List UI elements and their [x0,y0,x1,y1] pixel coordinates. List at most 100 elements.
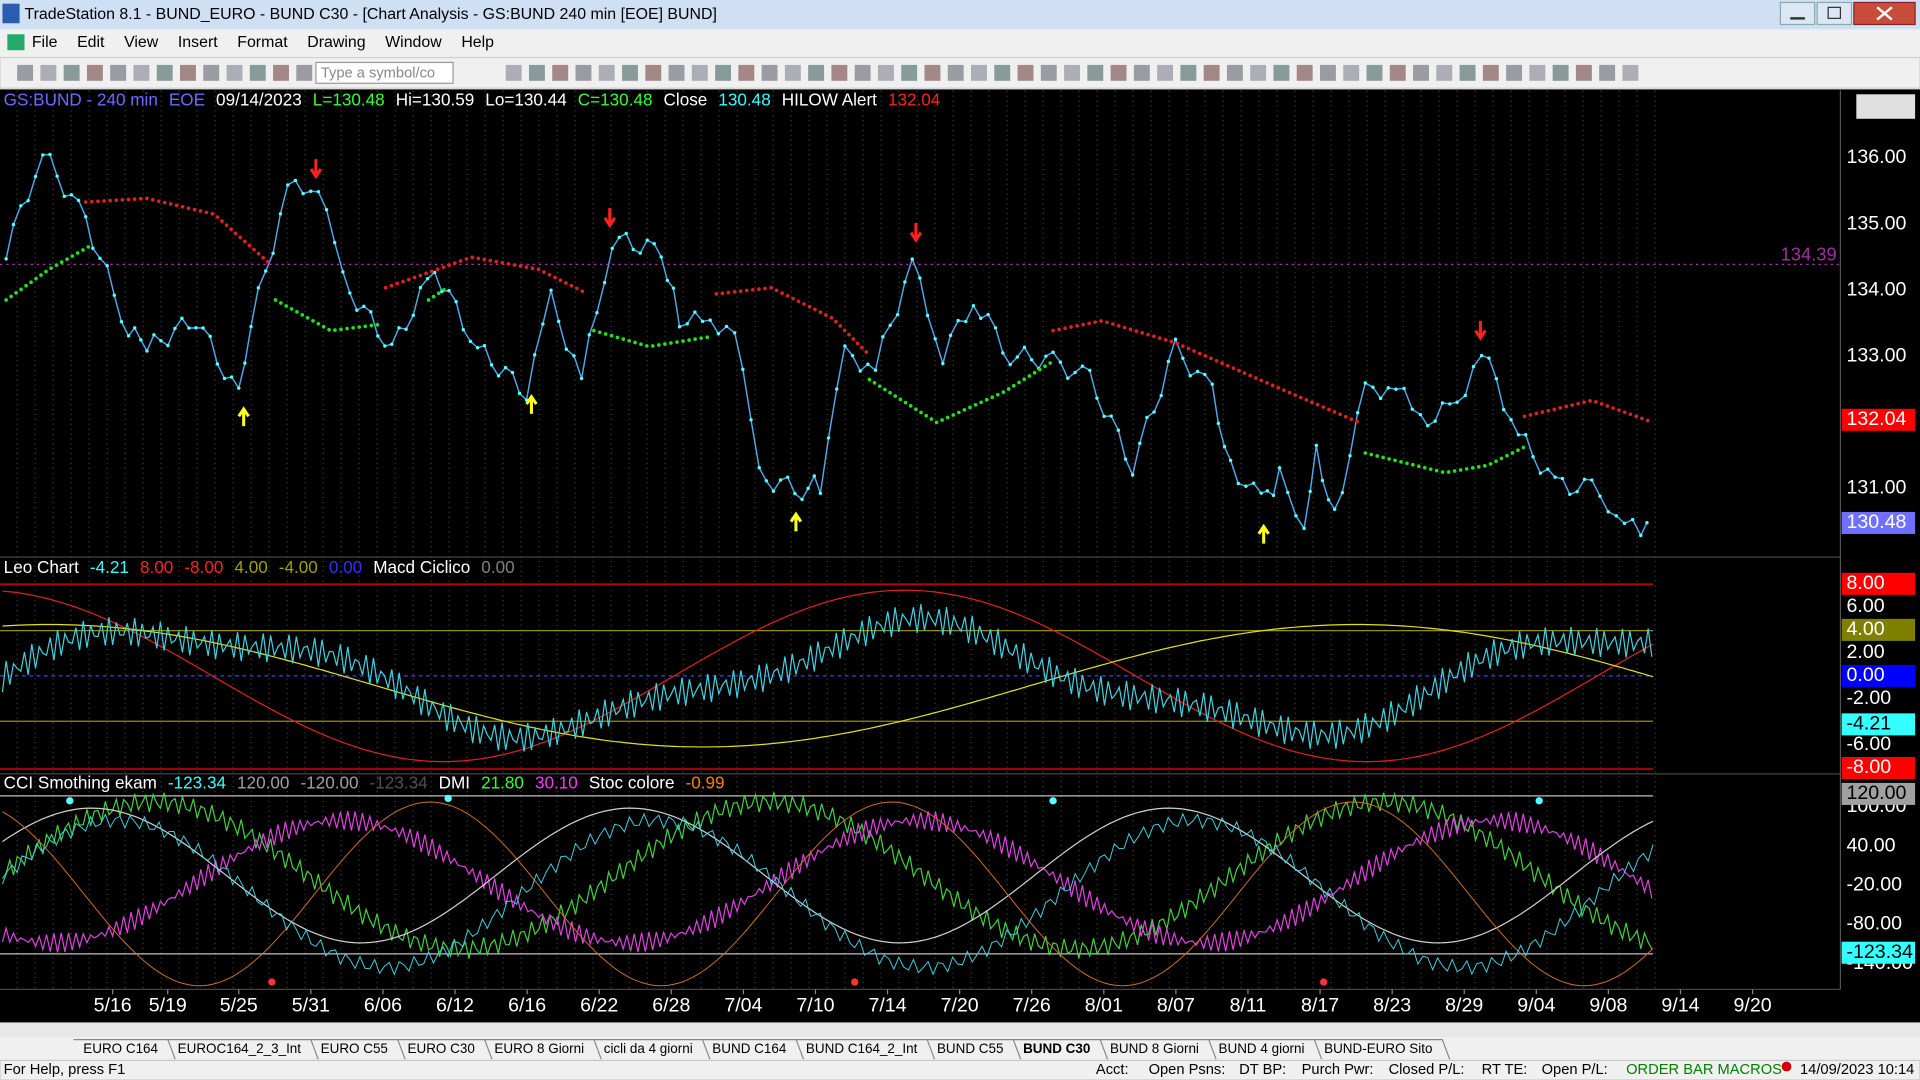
tab[interactable]: BUND 4 giorni [1219,1041,1305,1056]
toolbar-icon[interactable] [715,64,732,81]
toolbar-icon[interactable] [1250,64,1267,81]
menu-item[interactable]: View [124,34,159,51]
tab[interactable]: EURO C164 [83,1041,158,1056]
axis-label: 2.00 [1847,641,1885,663]
toolbar-icon[interactable] [575,64,592,81]
toolbar-icon[interactable] [1413,64,1429,81]
toolbar-icon[interactable] [668,64,685,81]
toolbar-icon[interactable] [1203,64,1220,81]
toolbar-icon[interactable] [784,64,801,81]
toolbar-icon[interactable] [1575,64,1592,81]
menu-item[interactable]: Help [461,34,494,51]
toolbar-icon[interactable] [831,64,848,81]
menu-item[interactable]: Format [237,34,288,51]
toolbar-icon[interactable] [1599,64,1616,81]
toolbar-icon[interactable] [1436,64,1453,81]
toolbar-icon[interactable] [505,64,522,81]
tab[interactable]: cicli da 4 giorni [604,1041,693,1056]
toolbar-icon[interactable] [924,64,941,81]
toolbar-icon[interactable] [947,64,964,81]
toolbar-icon[interactable] [156,64,173,81]
toolbar-icon[interactable] [133,64,150,81]
toolbar-icon[interactable] [296,64,313,81]
toolbar-icon[interactable] [1226,64,1243,81]
toolbar-icon[interactable] [17,64,34,81]
toolbar-icon[interactable] [1366,64,1383,81]
minimize-button[interactable] [1779,1,1816,26]
price-dot [355,308,359,312]
toolbar-icon[interactable] [1017,64,1034,81]
toolbar-icon[interactable] [1087,64,1104,81]
price-dot [1630,517,1635,522]
axis-label: 133.00 [1847,344,1907,366]
toolbar-icon[interactable] [901,64,918,81]
tab[interactable]: EURO C55 [321,1041,388,1056]
toolbar-icon[interactable] [86,64,103,81]
toolbar-icon[interactable] [691,64,708,81]
toolbar-icon[interactable] [1180,64,1197,81]
toolbar-icon[interactable] [622,64,638,81]
toolbar-icon[interactable] [552,64,569,81]
toolbar-icon[interactable] [1506,64,1523,81]
price-dot [468,339,473,344]
toolbar-icon[interactable] [1040,64,1057,81]
tab[interactable]: EUROC164_2_3_Int [178,1041,302,1056]
tab[interactable]: BUND C164 [712,1041,787,1056]
tab[interactable]: BUND 8 Giorni [1110,1041,1199,1056]
toolbar-icon[interactable] [226,64,243,81]
price-dot [475,346,480,350]
menu-item[interactable]: Drawing [307,34,365,51]
price-dot [425,276,430,281]
toolbar-icon[interactable] [1320,64,1336,81]
tab[interactable]: EURO 8 Giorni [494,1041,584,1056]
toolbar-icon[interactable] [40,64,57,81]
toolbar-icon[interactable] [203,64,220,81]
scrollbar[interactable] [0,1022,1920,1038]
toolbar-icon[interactable] [1296,64,1313,81]
toolbar-icon[interactable] [854,64,871,81]
tab[interactable]: BUND C55 [937,1041,1004,1056]
toolbar-icon[interactable] [1622,64,1639,81]
tab[interactable]: BUND-EURO Sito [1324,1041,1432,1056]
toolbar-icon[interactable] [1389,64,1406,81]
toolbar-icon[interactable] [1157,64,1174,81]
toolbar-icon[interactable] [180,64,196,81]
tab[interactable]: EURO C30 [408,1041,475,1056]
tab[interactable]: BUND C30 [1023,1041,1090,1056]
toolbar-icon[interactable] [994,64,1011,81]
tab[interactable]: BUND C164_2_Int [806,1041,918,1056]
price-dot [1222,444,1227,449]
toolbar-icon[interactable] [249,64,266,81]
toolbar-icon[interactable] [1133,64,1150,81]
toolbar-icon[interactable] [1529,64,1546,81]
toolbar-icon[interactable] [528,64,545,81]
toolbar-icon[interactable] [1064,64,1080,81]
tab-outline [796,1038,936,1060]
toolbar-icon[interactable] [1482,64,1499,81]
price-dot [119,319,124,324]
toolbar-icon[interactable] [63,64,80,81]
toolbar-icon[interactable] [645,64,662,81]
toolbar-icon[interactable] [598,64,615,81]
toolbar-icon[interactable] [1343,64,1360,81]
toolbar-icon[interactable] [808,64,825,81]
toolbar-icon[interactable] [761,64,778,81]
toolbar-icon[interactable] [1552,64,1569,81]
axis-marker [1841,511,1916,534]
menu-item[interactable]: Window [385,34,442,51]
menu-item[interactable]: Insert [178,34,218,51]
toolbar-icon[interactable] [738,64,755,81]
price-dot [1277,466,1282,470]
toolbar-icon[interactable] [971,64,987,81]
menu-item[interactable]: Edit [77,34,105,51]
toolbar-icon[interactable] [1459,64,1476,81]
toolbar-icon[interactable] [110,64,127,81]
maximize-button[interactable] [1816,1,1853,26]
toolbar-icon[interactable] [1110,64,1127,81]
toolbar-icon[interactable] [1273,64,1290,81]
toolbar-icon[interactable] [273,64,289,81]
child-window-buttons[interactable] [1856,94,1916,119]
toolbar-icon[interactable] [877,64,894,81]
symbol-input[interactable] [315,61,454,84]
menu-item[interactable]: File [32,34,58,51]
